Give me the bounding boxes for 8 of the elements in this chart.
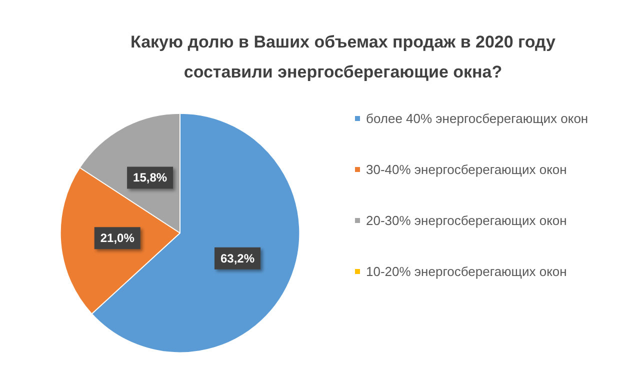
legend-label: 30-40% энергосберегающих окон (366, 162, 567, 177)
data-label: 63,2% (220, 251, 255, 266)
data-label: 21,0% (100, 231, 135, 246)
legend-label: 10-20% энергосберегающих окон (366, 264, 567, 279)
chart-title: Какую долю в Ваших объемах продаж в 2020 году составили энергосберегающие окна? (130, 32, 556, 82)
data-label: 15,8% (133, 170, 168, 185)
legend-label: 20-30% энергосберегающих окон (366, 213, 567, 228)
legend-label: более 40% энергосберегающих окон (366, 111, 588, 126)
